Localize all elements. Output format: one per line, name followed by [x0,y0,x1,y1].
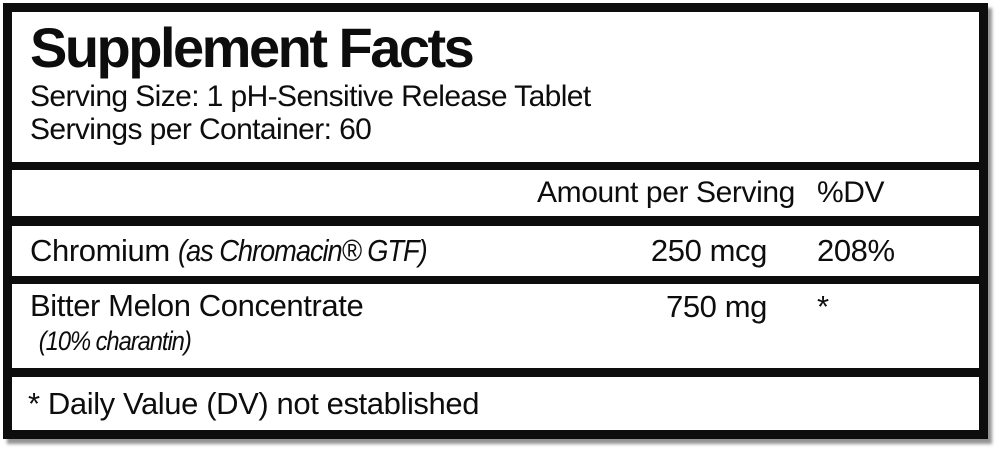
amount-column-header: Amount per Serving [537,176,795,209]
serving-size-line: Serving Size: 1 pH-Sensitive Release Tab… [30,80,591,114]
column-header-row: Amount per Serving %DV [12,170,979,216]
nutrient-name-cell: Bitter Melon Concentrate (10% charantin) [30,288,537,357]
nutrient-name: Bitter Melon Concentrate [30,288,364,323]
nutrient-standardization-note: (10% charantin) [38,326,192,357]
divider [12,216,979,226]
divider [12,162,979,170]
nutrient-row-bitter-melon: Bitter Melon Concentrate (10% charantin)… [12,284,979,368]
nutrient-source-note: (as Chromacin® GTF) [178,233,428,268]
nutrient-row-chromium: Chromium (as Chromacin® GTF) 250 mcg 208… [12,226,979,276]
supplement-facts-panel: Supplement Facts Serving Size: 1 pH-Sens… [3,3,988,439]
panel-title: Supplement Facts [30,16,475,79]
dv-column-header: %DV [817,176,885,209]
nutrient-dv: * [817,289,829,324]
footnote: * Daily Value (DV) not established [28,385,480,421]
nutrient-amount: 250 mcg [650,233,768,268]
nutrient-dv: 208% [817,233,895,268]
nutrient-name-cell: Chromium (as Chromacin® GTF) [30,233,537,269]
servings-per-container-line: Servings per Container: 60 [30,113,372,147]
nutrient-name: Chromium [30,233,170,268]
divider [12,368,979,377]
title-block: Supplement Facts Serving Size: 1 pH-Sens… [12,12,979,162]
nutrient-amount: 750 mg [666,289,767,324]
divider [12,276,979,284]
